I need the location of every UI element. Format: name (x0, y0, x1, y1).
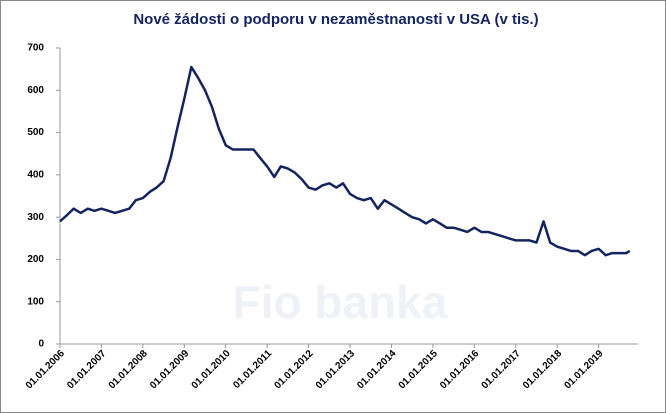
watermark: Fio banka (233, 276, 448, 328)
chart-title: Nové žádosti o podporu v nezaměstnanosti… (133, 11, 538, 28)
data-line (59, 65, 631, 257)
y-tick-label: 100 (27, 296, 44, 307)
y-tick-label: 300 (27, 212, 44, 223)
y-tick-label: 600 (27, 85, 44, 96)
y-tick-label: 200 (27, 254, 44, 265)
y-tick-label: 700 (27, 43, 44, 54)
y-tick-label: 400 (27, 169, 44, 180)
y-tick-label: 500 (27, 127, 44, 138)
y-tick-label: 0 (38, 339, 44, 350)
